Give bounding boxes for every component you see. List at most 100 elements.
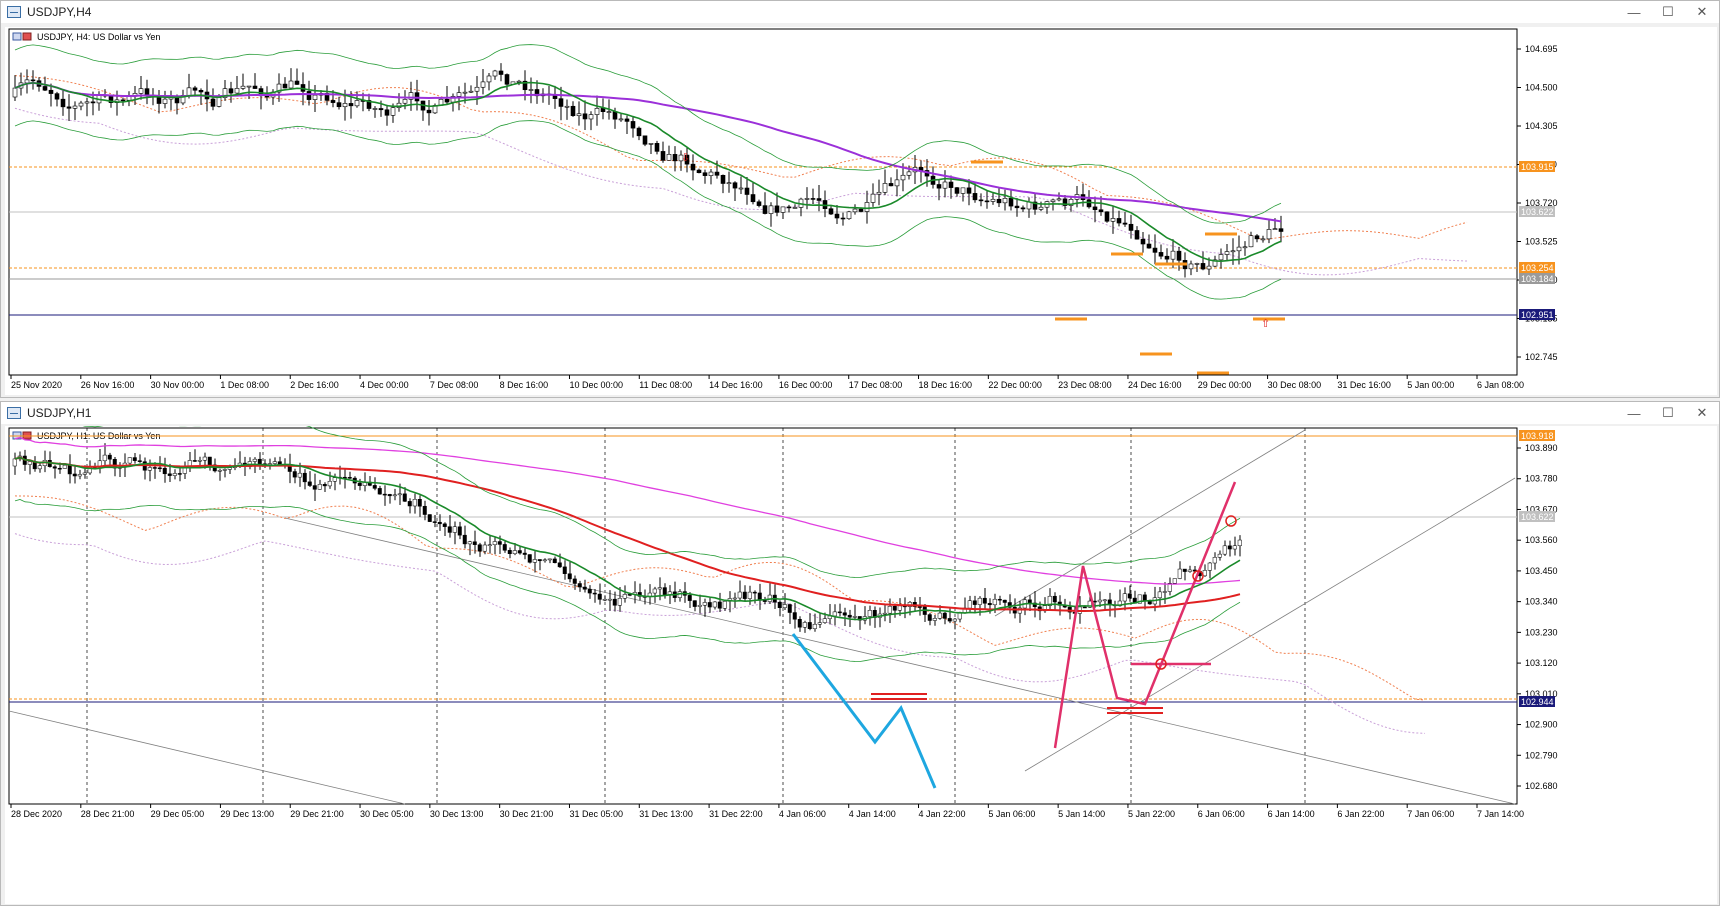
price-badge-bg <box>1519 206 1555 217</box>
candle-body <box>162 467 167 475</box>
candle-body <box>966 187 972 194</box>
close-button[interactable]: ✕ <box>1685 402 1719 424</box>
h4-chart-window[interactable]: USDJPY,H4 — ☐ ✕ 104.695104.500104.305104… <box>0 0 1720 398</box>
channel-line <box>1024 477 1516 772</box>
candle-body <box>162 98 168 104</box>
candle-body <box>967 600 972 609</box>
candle-body <box>726 182 732 185</box>
channel-line <box>284 517 1516 805</box>
h1-chart-area[interactable]: 103.890 103.780 103.670 103.560 103.450 103.3… <box>5 426 1717 904</box>
candle-body <box>387 494 392 497</box>
candle-body <box>1224 251 1230 255</box>
close-button[interactable]: ✕ <box>1685 1 1719 23</box>
candle-body <box>477 544 482 552</box>
price-badge: 103.915 <box>1521 162 1554 172</box>
candle-body <box>762 205 768 214</box>
candle-body <box>852 208 858 213</box>
candle-body <box>1242 246 1248 249</box>
candle-body <box>292 471 297 478</box>
candle-body <box>842 612 847 616</box>
candle-body <box>542 559 547 562</box>
time-tick-label: 8 Dec 16:00 <box>500 380 549 390</box>
candle-body <box>282 83 288 89</box>
candle-body <box>57 467 62 470</box>
price-badge: 102.951 <box>1521 310 1554 320</box>
candle-body <box>222 88 228 98</box>
candle-body <box>744 187 750 195</box>
candle-body <box>422 505 427 515</box>
time-tick-label: 23 Dec 08:00 <box>1058 380 1112 390</box>
entry-circle-marker <box>1155 658 1167 670</box>
candle-body <box>840 217 846 220</box>
minimize-button[interactable]: — <box>1617 1 1651 23</box>
candle-body <box>1217 553 1222 558</box>
h1-chart-svg[interactable]: 103.890 103.780 103.670 103.560 103.450 103.3… <box>5 426 1717 904</box>
candle-body <box>426 109 432 114</box>
candle-body <box>792 612 797 620</box>
candle-body <box>1227 545 1232 550</box>
candle-body <box>894 179 900 187</box>
candle-body <box>1050 199 1056 202</box>
time-tick-label: 31 Dec 16:00 <box>1337 380 1391 390</box>
candle-body <box>1102 599 1107 602</box>
h4-title-bar[interactable]: USDJPY,H4 — ☐ ✕ <box>1 1 1719 23</box>
candle-body <box>1188 263 1194 270</box>
price-tick-label: 103.560 <box>1525 535 1558 545</box>
candle-body <box>402 493 407 502</box>
price-tick-label: 104.500 <box>1525 83 1558 93</box>
candle-body <box>512 550 517 554</box>
h1-title-bar[interactable]: USDJPY,H1 — ☐ ✕ <box>1 402 1719 424</box>
candle-body <box>627 594 632 596</box>
candle-body <box>1068 199 1074 206</box>
plot-border <box>8 427 1518 805</box>
candle-body <box>1172 578 1177 584</box>
time-tick-label: 24 Dec 16:00 <box>1128 380 1182 390</box>
time-tick-label: 29 Dec 13:00 <box>220 809 274 819</box>
candle-body <box>378 108 384 111</box>
candle-body <box>557 562 562 568</box>
candle-body <box>817 622 822 625</box>
time-tick-label: 6 Jan 06:00 <box>1198 809 1245 819</box>
candle-body <box>1002 198 1008 204</box>
candle-body <box>392 494 397 497</box>
time-tick-label: 30 Dec 08:00 <box>1268 380 1322 390</box>
h1-chart-window[interactable]: USDJPY,H1 — ☐ ✕ 103.890 103.780 103.670 103… <box>0 401 1720 906</box>
candle-body <box>660 151 666 161</box>
candle-body <box>62 464 67 469</box>
price-tick-label: 103.340 <box>1525 597 1558 607</box>
candle-body <box>457 526 462 536</box>
entry-circle-marker <box>1192 570 1204 582</box>
h4-chart-svg[interactable]: 104.695104.500104.305104.110103.720103.5… <box>5 27 1717 395</box>
candle-body <box>48 89 54 94</box>
candle-body <box>1152 247 1158 253</box>
candle-body <box>1038 206 1044 210</box>
candle-body <box>276 83 282 93</box>
candle-body <box>30 79 36 82</box>
candle-body <box>186 87 192 96</box>
candle-body <box>197 459 202 462</box>
candle-body <box>570 105 576 117</box>
candle-body <box>602 598 607 601</box>
maximize-button[interactable]: ☐ <box>1651 1 1685 23</box>
candle-body <box>1014 205 1020 209</box>
candle-body <box>294 80 300 85</box>
candle-body <box>312 485 317 490</box>
maximize-button[interactable]: ☐ <box>1651 402 1685 424</box>
candle-body <box>804 198 810 200</box>
candle-body <box>527 554 532 563</box>
candle-body <box>652 588 657 594</box>
candle-body <box>372 108 378 110</box>
candle-body <box>137 460 142 462</box>
candle-body <box>82 472 87 475</box>
h4-chart-area[interactable]: 104.695104.500104.305104.110103.720103.5… <box>5 27 1717 395</box>
candle-body <box>996 198 1002 204</box>
candle-body <box>1158 252 1164 257</box>
candle-body <box>846 211 852 220</box>
minimize-button[interactable]: — <box>1617 402 1651 424</box>
candle-body <box>697 604 702 607</box>
candle-body <box>1062 198 1068 206</box>
fast-moving-average-line <box>14 81 1282 262</box>
candle-body <box>732 597 737 600</box>
candle-body <box>917 606 922 608</box>
ichimoku-cloud-upper <box>14 75 1468 241</box>
